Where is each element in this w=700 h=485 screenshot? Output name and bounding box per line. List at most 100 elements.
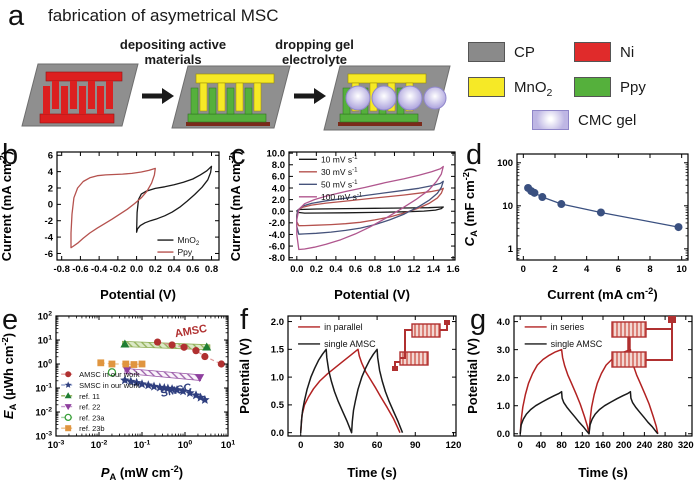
svg-text:-4: -4 bbox=[45, 232, 54, 243]
svg-text:-6.0: -6.0 bbox=[269, 241, 285, 252]
svg-text:10-1: 10-1 bbox=[134, 439, 151, 451]
svg-text:-6: -6 bbox=[45, 249, 53, 260]
svg-text:2.0: 2.0 bbox=[497, 373, 510, 384]
chart-g-svg: 0 40 80 120 160 200 240 280 320 0.0 1.0 2.0 3.0 4.0 Ti… bbox=[465, 315, 694, 480]
panel-f-letter: f bbox=[240, 304, 249, 336]
svg-text:1: 1 bbox=[508, 244, 514, 255]
svg-text:4.0: 4.0 bbox=[497, 317, 510, 328]
svg-text:100: 100 bbox=[178, 439, 193, 451]
parallel-circuit-icon bbox=[392, 320, 450, 371]
legend-label: CMC gel bbox=[578, 112, 637, 129]
chart-d-svg: 0 2 4 6 8 10 1 10 100 Current (mA cm-2) CA (mF cm-… bbox=[461, 153, 689, 302]
svg-text:Potential (V): Potential (V) bbox=[100, 287, 176, 302]
svg-text:in parallel: in parallel bbox=[324, 322, 363, 332]
svg-text:10.0: 10.0 bbox=[267, 148, 286, 159]
svg-text:1.0: 1.0 bbox=[497, 401, 510, 412]
svg-text:10-2: 10-2 bbox=[91, 439, 108, 451]
svg-text:Time (s): Time (s) bbox=[347, 465, 397, 480]
svg-text:PA (mW cm-2): PA (mW cm-2) bbox=[101, 464, 183, 482]
panel-a-letter: a bbox=[8, 0, 25, 32]
svg-text:single AMSC: single AMSC bbox=[551, 339, 603, 349]
svg-text:1.2: 1.2 bbox=[407, 264, 420, 275]
svg-text:0.0: 0.0 bbox=[130, 264, 143, 275]
svg-text:0.2: 0.2 bbox=[149, 264, 162, 275]
svg-text:6: 6 bbox=[616, 264, 621, 275]
svg-text:101: 101 bbox=[38, 335, 53, 347]
gcd-parallel-chart: 0 30 60 90 120 0.0 0.5 1.0 1.5 2.0 Time (s) Potenti… bbox=[237, 310, 466, 482]
svg-text:0.2: 0.2 bbox=[310, 264, 323, 275]
panel-g-letter: g bbox=[470, 304, 487, 336]
svg-text:Time (s): Time (s) bbox=[578, 465, 628, 480]
svg-text:0.5: 0.5 bbox=[271, 400, 285, 411]
svg-text:1.4: 1.4 bbox=[427, 264, 441, 275]
device-3-gel-electrolyte bbox=[323, 65, 451, 131]
svg-text:10 mV s-1: 10 mV s-1 bbox=[321, 154, 358, 164]
svg-text:30: 30 bbox=[334, 440, 345, 451]
gel-droplet-icon bbox=[423, 86, 447, 110]
svg-text:10: 10 bbox=[676, 264, 687, 275]
svg-text:-0.2: -0.2 bbox=[110, 264, 126, 275]
svg-text:Current (mA cm-2): Current (mA cm-2) bbox=[547, 286, 657, 302]
svg-text:320: 320 bbox=[678, 440, 694, 451]
svg-text:200: 200 bbox=[616, 440, 632, 451]
svg-text:101: 101 bbox=[221, 439, 236, 451]
svg-text:100: 100 bbox=[497, 158, 513, 169]
svg-text:90: 90 bbox=[410, 440, 421, 451]
svg-text:2: 2 bbox=[48, 183, 53, 194]
svg-text:-0.8: -0.8 bbox=[53, 264, 69, 275]
svg-text:1.0: 1.0 bbox=[388, 264, 401, 275]
svg-text:0.8: 0.8 bbox=[368, 264, 381, 275]
gel-droplet-icon bbox=[345, 85, 371, 111]
legend-label: Ni bbox=[620, 44, 635, 61]
device-1-ni-current-collector bbox=[21, 63, 139, 127]
legend-label: Ppy bbox=[620, 79, 646, 96]
svg-text:Potential (V): Potential (V) bbox=[466, 338, 480, 414]
svg-text:0.6: 0.6 bbox=[349, 264, 362, 275]
svg-text:2: 2 bbox=[552, 264, 557, 275]
svg-text:-8.0: -8.0 bbox=[269, 253, 285, 264]
svg-text:0.4: 0.4 bbox=[329, 264, 343, 275]
mno2-swatch bbox=[468, 77, 505, 97]
svg-text:0.0: 0.0 bbox=[290, 264, 303, 275]
chart-b-svg: -0.8 -0.6 -0.4 -0.2 0.0 0.2 0.4 0.6 0.8 -6 -4 -2 0 2 4… bbox=[0, 151, 220, 302]
svg-text:0: 0 bbox=[521, 264, 526, 275]
svg-text:280: 280 bbox=[657, 440, 673, 451]
svg-text:1.5: 1.5 bbox=[271, 345, 285, 356]
svg-text:Potential (V): Potential (V) bbox=[334, 287, 410, 302]
svg-text:6: 6 bbox=[48, 151, 53, 162]
svg-text:10-3: 10-3 bbox=[48, 439, 65, 451]
panel-a-title: fabrication of asymetrical MSC bbox=[48, 6, 279, 25]
panel-c-letter: c bbox=[231, 139, 246, 171]
svg-text:120: 120 bbox=[446, 440, 462, 451]
ni-swatch bbox=[574, 42, 611, 62]
svg-text:60: 60 bbox=[372, 440, 383, 451]
svg-text:4.0: 4.0 bbox=[272, 183, 285, 194]
svg-text:ref. 22: ref. 22 bbox=[79, 403, 100, 412]
svg-text:4: 4 bbox=[584, 264, 590, 275]
svg-text:0.4: 0.4 bbox=[167, 264, 181, 275]
svg-text:MnO2: MnO2 bbox=[177, 235, 199, 247]
svg-text:0: 0 bbox=[298, 440, 303, 451]
svg-text:160: 160 bbox=[595, 440, 611, 451]
gel-droplet-icon bbox=[371, 85, 397, 111]
gel-droplet-icon bbox=[397, 85, 423, 111]
panel-e-letter: e bbox=[2, 304, 19, 336]
svg-text:-2: -2 bbox=[45, 216, 53, 227]
svg-text:0.0: 0.0 bbox=[497, 429, 510, 440]
svg-text:-4.0: -4.0 bbox=[269, 230, 285, 241]
svg-text:single AMSC: single AMSC bbox=[324, 339, 376, 349]
svg-text:2.0: 2.0 bbox=[271, 317, 284, 328]
svg-text:10: 10 bbox=[502, 201, 513, 212]
svg-text:2.0: 2.0 bbox=[272, 195, 285, 206]
svg-text:0.0: 0.0 bbox=[272, 207, 285, 218]
svg-text:10-3: 10-3 bbox=[35, 431, 52, 443]
step-label-depositing: depositing active materials bbox=[119, 37, 227, 67]
svg-text:0: 0 bbox=[518, 440, 523, 451]
svg-text:10-1: 10-1 bbox=[35, 383, 52, 395]
svg-text:Potential (V): Potential (V) bbox=[238, 338, 252, 414]
svg-text:Current (mA cm-2): Current (mA cm-2) bbox=[0, 151, 14, 261]
arrow-icon bbox=[142, 88, 174, 104]
cv-comparison-chart: -0.8 -0.6 -0.4 -0.2 0.0 0.2 0.4 0.6 0.8 -6 -4 -2 0 2 4… bbox=[0, 146, 228, 304]
svg-text:102: 102 bbox=[38, 311, 53, 323]
